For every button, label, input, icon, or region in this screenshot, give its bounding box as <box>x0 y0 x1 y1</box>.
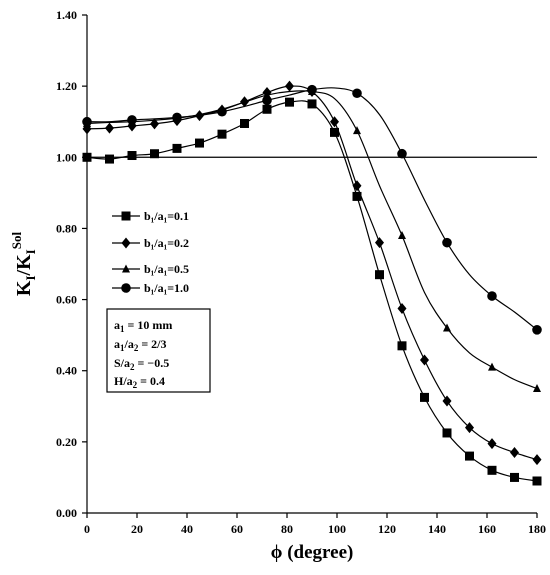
legend-label: b₁/a₁=1.0 <box>144 281 189 295</box>
x-tick-label: 20 <box>131 522 143 536</box>
data-point-square <box>172 143 182 153</box>
data-point-triangle <box>488 362 496 371</box>
y-tick-label: 1.40 <box>56 8 77 22</box>
legend-label: b₁/a₁=0.5 <box>144 262 189 276</box>
y-axis-title-den-sup: Sol <box>9 232 24 250</box>
data-point-circle <box>82 116 92 127</box>
y-axis-title-den-sub: I <box>23 249 38 254</box>
data-point-diamond <box>442 395 452 407</box>
data-point-circle <box>352 88 362 99</box>
parameter-a1-a2: a1/a2 = 2/3 <box>114 337 167 353</box>
data-point-circle <box>397 148 407 159</box>
data-point-square <box>150 149 159 159</box>
y-ticks: 0.00 0.20 0.40 0.60 0.80 1.00 1.20 1.40 <box>56 8 87 520</box>
x-tick-label: 0 <box>84 522 90 536</box>
data-point-circle <box>442 237 452 248</box>
data-point-diamond <box>150 118 159 130</box>
x-tick-label: 100 <box>328 522 346 536</box>
series-circle <box>82 84 542 335</box>
data-point-square <box>195 138 204 148</box>
parameter-a1: a1 = 10 mm <box>114 318 172 334</box>
data-point-square <box>127 151 137 161</box>
parameter-box <box>106 308 211 393</box>
y-tick-label: 0.60 <box>56 293 77 307</box>
data-point-square <box>217 129 227 139</box>
data-point-diamond <box>465 422 474 434</box>
x-tick-label: 160 <box>478 522 496 536</box>
data-point-diamond <box>285 80 294 92</box>
series-square <box>82 97 542 486</box>
data-point-circle <box>127 115 137 125</box>
data-point-square <box>375 270 384 280</box>
data-point-square <box>397 341 407 351</box>
data-point-square <box>487 465 497 475</box>
y-tick-label: 0.20 <box>56 435 77 449</box>
x-tick-label: 140 <box>428 522 446 536</box>
data-point-square <box>307 99 317 109</box>
data-point-triangle <box>398 231 406 240</box>
data-point-square <box>240 118 249 128</box>
y-tick-label: 1.00 <box>56 150 77 164</box>
data-point-triangle <box>533 384 541 392</box>
data-point-circle <box>307 84 317 95</box>
y-axis-title-slash: /K <box>13 254 35 277</box>
y-tick-label: 1.20 <box>56 79 77 93</box>
data-point-square <box>442 428 452 438</box>
x-tick-label: 40 <box>181 522 193 536</box>
data-point-square <box>285 97 294 107</box>
x-axis-title-unit: (degree) <box>282 542 353 563</box>
x-tick-label: 60 <box>231 522 243 536</box>
data-point-square <box>82 152 92 162</box>
data-point-square <box>532 476 542 486</box>
data-point-diamond <box>487 438 497 450</box>
data-point-square <box>465 451 474 461</box>
y-tick-label: 0.40 <box>56 364 77 378</box>
y-tick-label: 0.00 <box>56 506 77 520</box>
legend-label: b₁/a₁=0.1 <box>144 209 189 223</box>
legend-marker-triangle <box>122 264 130 273</box>
data-point-square <box>262 104 272 114</box>
legend-marker-square <box>121 211 131 221</box>
x-axis-title: ϕ (degree) <box>271 542 354 563</box>
data-point-square <box>352 191 362 201</box>
data-point-circle <box>217 106 227 117</box>
legend: b₁/a₁=0.1 b₁/a₁=0.2 b₁/a₁=0.5 b₁/a₁=1.0 <box>112 209 189 295</box>
parameter-h-a2: H/a2 = 0.4 <box>114 374 165 390</box>
parameter-s-a2: S/a2 = −0.5 <box>114 356 169 372</box>
data-point-square <box>105 154 114 164</box>
data-point-diamond <box>352 180 362 192</box>
x-ticks: 0 20 40 60 80 100 120 140 160 180 <box>84 513 546 536</box>
data-point-triangle <box>353 126 361 135</box>
x-axis-title-symbol: ϕ <box>271 542 283 563</box>
parameter-list: a1 = 10 mm a1/a2 = 2/3 S/a2 = −0.5 H/a2 … <box>114 318 172 390</box>
data-point-diamond <box>397 302 407 314</box>
data-point-diamond <box>105 122 114 134</box>
data-point-diamond <box>330 116 339 128</box>
data-point-circle <box>262 95 272 106</box>
series-group <box>82 80 542 486</box>
data-point-circle <box>532 325 542 335</box>
data-point-diamond <box>375 237 384 249</box>
y-axis-title: KI/KISol <box>9 232 38 297</box>
data-point-square <box>330 127 339 137</box>
data-point-square <box>510 472 519 482</box>
legend-marker-circle <box>121 283 131 293</box>
data-point-circle <box>172 112 182 123</box>
data-point-diamond <box>510 447 519 459</box>
data-point-diamond <box>420 354 429 366</box>
x-tick-label: 180 <box>528 522 546 536</box>
y-axis-title-base-sub: I <box>23 275 38 280</box>
x-tick-label: 120 <box>378 522 396 536</box>
data-point-diamond <box>532 454 542 466</box>
legend-marker-diamond <box>121 237 131 249</box>
data-point-triangle <box>443 323 451 332</box>
data-point-square <box>420 392 429 402</box>
y-tick-label: 0.80 <box>56 221 77 235</box>
legend-label: b₁/a₁=0.2 <box>144 236 189 250</box>
data-point-circle <box>487 291 497 301</box>
y-axis-title-base: K <box>13 280 35 296</box>
x-tick-label: 80 <box>281 522 293 536</box>
